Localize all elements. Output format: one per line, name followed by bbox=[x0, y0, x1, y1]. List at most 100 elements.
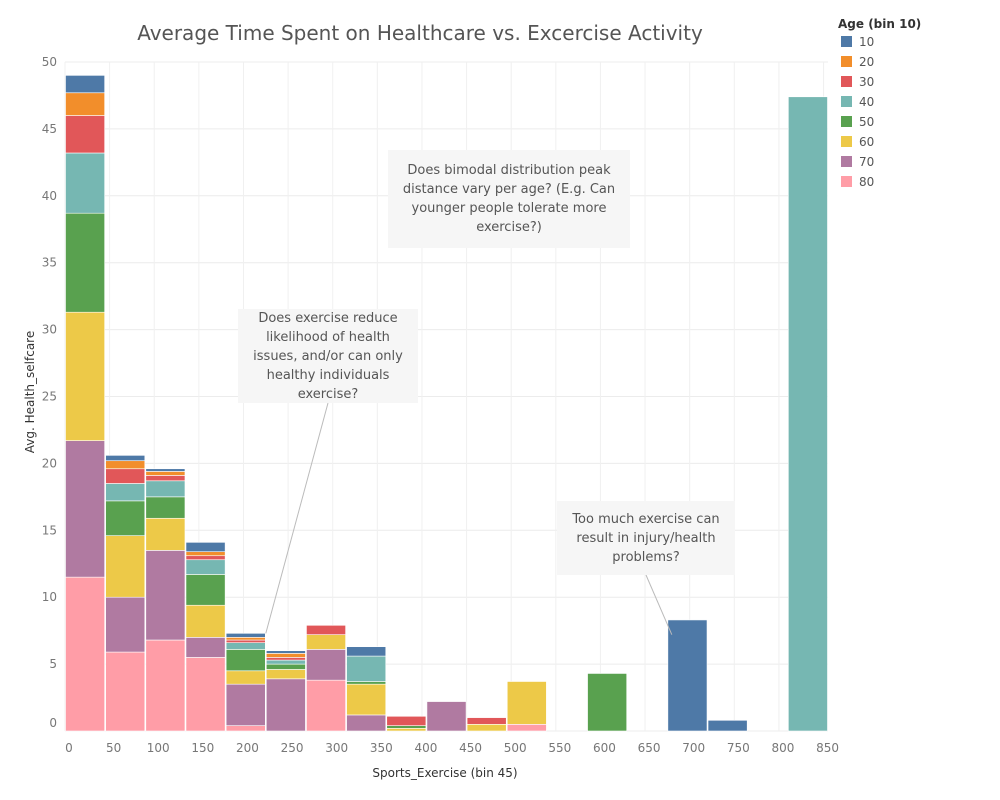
bar-segment-age-50-bin-360 bbox=[386, 725, 427, 729]
bar-segment-age-70-bin-135 bbox=[185, 637, 226, 658]
bar-segment-age-30-bin-360 bbox=[386, 715, 427, 726]
x-tick-label: 250 bbox=[281, 741, 304, 755]
x-axis-title: Sports_Exercise (bin 45) bbox=[372, 766, 517, 780]
bar-segment-age-60-bin-0 bbox=[65, 311, 105, 441]
bar-segment-age-80-bin-180 bbox=[225, 725, 266, 732]
bar-segment-age-80-bin-45 bbox=[105, 651, 146, 732]
bar-segment-age-60-bin-360 bbox=[386, 728, 427, 732]
bar-segment-age-10-bin-225 bbox=[265, 650, 306, 654]
bar-segment-age-50-bin-45 bbox=[105, 500, 146, 536]
legend: Age (bin 10) 10 20 30 40 50 60 70 80 bbox=[838, 17, 921, 189]
x-tick-label: 0 bbox=[65, 741, 73, 755]
bar-segment-age-80-bin-495 bbox=[506, 724, 547, 732]
bar-segment-age-10-bin-675 bbox=[667, 619, 708, 732]
bar-segment-age-40-bin-180 bbox=[225, 642, 266, 650]
bar-segment-age-70-bin-270 bbox=[306, 649, 346, 681]
bar-segment-age-80-bin-135 bbox=[185, 657, 226, 732]
legend-label-60: 60 bbox=[859, 135, 874, 149]
bar-segment-age-40-bin-225 bbox=[265, 659, 306, 665]
legend-swatch-20 bbox=[841, 56, 852, 67]
legend-label-30: 30 bbox=[859, 75, 874, 89]
x-tick-label: 800 bbox=[771, 741, 794, 755]
bar-segment-age-20-bin-90 bbox=[145, 471, 186, 476]
legend-swatch-50 bbox=[841, 116, 852, 127]
bar-segment-age-60-bin-90 bbox=[145, 517, 186, 551]
bar-segment-age-40-bin-315 bbox=[346, 655, 387, 682]
y-tick-label: 50 bbox=[42, 55, 57, 69]
y-tick-label: 45 bbox=[42, 122, 57, 136]
bar-segment-age-20-bin-0 bbox=[65, 92, 105, 116]
legend-label-40: 40 bbox=[859, 95, 874, 109]
bar-segment-age-30-bin-270 bbox=[306, 624, 346, 635]
bar-segment-age-80-bin-270 bbox=[306, 679, 346, 732]
bar-segment-age-70-bin-0 bbox=[65, 440, 105, 578]
x-tick-label: 350 bbox=[370, 741, 393, 755]
bar-segment-age-50-bin-585 bbox=[587, 673, 628, 732]
y-axis-title: Avg. Health_selfcare bbox=[23, 331, 37, 453]
bar-segment-age-20-bin-225 bbox=[265, 653, 306, 658]
bar-segment-age-40-bin-45 bbox=[105, 483, 146, 502]
y-tick-label: 0 bbox=[49, 716, 57, 730]
x-axis-ticks: 0 50 100 150 200 250 300 350 400 450 500 550 600 650 7… bbox=[65, 741, 839, 755]
x-tick-label: 50 bbox=[106, 741, 121, 755]
y-tick-label: 10 bbox=[42, 590, 57, 604]
bar-segment-age-40-bin-135 bbox=[185, 559, 226, 575]
bar-segment-age-30-bin-90 bbox=[145, 475, 186, 482]
y-tick-label: 40 bbox=[42, 189, 57, 203]
x-tick-label: 600 bbox=[593, 741, 616, 755]
bar-segment-age-30-bin-225 bbox=[265, 657, 306, 661]
annotation-pointer bbox=[645, 574, 673, 635]
legend-title: Age (bin 10) bbox=[838, 17, 921, 31]
bar-segment-age-50-bin-315 bbox=[346, 681, 387, 685]
bar-segment-age-80-bin-0 bbox=[65, 576, 105, 732]
y-tick-label: 30 bbox=[42, 323, 57, 337]
x-tick-label: 200 bbox=[236, 741, 259, 755]
legend-swatch-60 bbox=[841, 136, 852, 147]
bar-segment-age-10-bin-45 bbox=[105, 455, 146, 462]
x-tick-label: 700 bbox=[682, 741, 705, 755]
x-tick-label: 500 bbox=[504, 741, 527, 755]
bar-segment-age-50-bin-225 bbox=[265, 663, 306, 670]
bar-segment-age-10-bin-180 bbox=[225, 633, 266, 638]
annotation-bimodal: Does bimodal distribution peak distance … bbox=[388, 150, 630, 248]
bar-segment-age-60-bin-270 bbox=[306, 634, 346, 650]
y-tick-label: 35 bbox=[42, 256, 57, 270]
bar-segment-age-60-bin-315 bbox=[346, 683, 387, 716]
bar-segment-age-50-bin-90 bbox=[145, 496, 186, 519]
x-tick-label: 400 bbox=[415, 741, 438, 755]
bar-segment-age-50-bin-0 bbox=[65, 212, 105, 313]
bar-segment-age-70-bin-315 bbox=[346, 714, 387, 732]
bars bbox=[65, 75, 828, 732]
bar-segment-age-20-bin-45 bbox=[105, 460, 146, 470]
x-tick-label: 150 bbox=[191, 741, 214, 755]
bar-segment-age-10-bin-90 bbox=[145, 468, 186, 472]
legend-swatch-10 bbox=[841, 36, 852, 47]
bar-segment-age-70-bin-405 bbox=[426, 701, 467, 732]
bar-segment-age-70-bin-90 bbox=[145, 550, 186, 641]
bar-segment-age-10-bin-720 bbox=[707, 719, 748, 732]
annotation-pointer bbox=[265, 402, 329, 634]
bar-segment-age-40-bin-810 bbox=[788, 96, 828, 732]
bar-segment-age-60-bin-495 bbox=[506, 681, 547, 725]
bar-segment-age-40-bin-0 bbox=[65, 152, 105, 214]
y-axis-ticks: 0 5 10 15 20 25 30 35 40 45 50 bbox=[42, 55, 57, 730]
bar-segment-age-20-bin-180 bbox=[225, 637, 266, 641]
bar-segment-age-30-bin-180 bbox=[225, 639, 266, 643]
x-tick-label: 100 bbox=[147, 741, 170, 755]
legend-swatch-80 bbox=[841, 176, 852, 187]
bar-segment-age-30-bin-135 bbox=[185, 555, 226, 561]
bar-segment-age-60-bin-180 bbox=[225, 670, 266, 685]
bar-segment-age-70-bin-45 bbox=[105, 596, 146, 653]
legend-label-10: 10 bbox=[859, 35, 874, 49]
y-tick-label: 5 bbox=[49, 657, 57, 671]
bar-segment-age-10-bin-315 bbox=[346, 646, 387, 657]
y-tick-label: 15 bbox=[42, 523, 57, 537]
bar-segment-age-10-bin-0 bbox=[65, 75, 105, 94]
bar-segment-age-30-bin-0 bbox=[65, 115, 105, 154]
x-tick-label: 650 bbox=[638, 741, 661, 755]
bar-segment-age-70-bin-225 bbox=[265, 678, 306, 732]
bar-segment-age-60-bin-135 bbox=[185, 604, 226, 638]
annotation-injury: Too much exercise can result in injury/h… bbox=[557, 501, 735, 575]
legend-swatch-30 bbox=[841, 76, 852, 87]
